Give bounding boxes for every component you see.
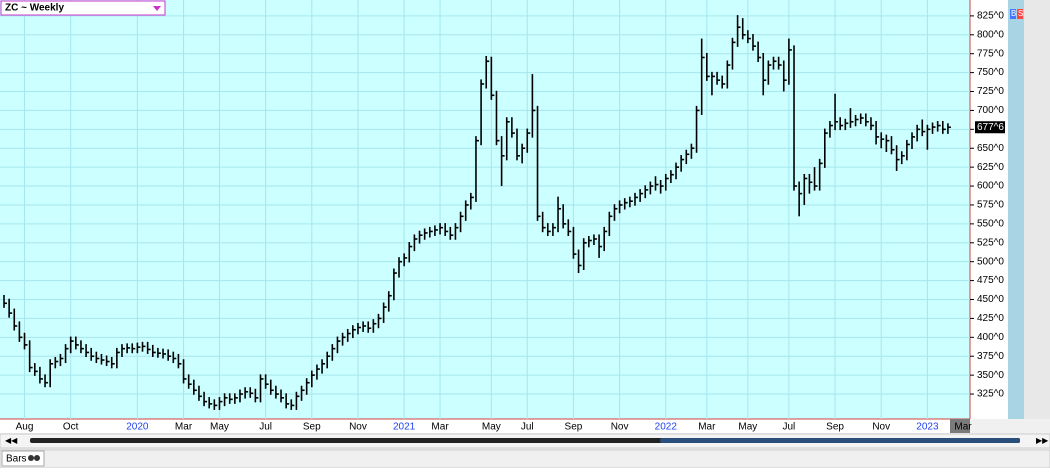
y-tick-label: 600^0 xyxy=(977,181,1004,192)
y-tick-label: 525^0 xyxy=(977,237,1004,248)
x-tick-label: Aug xyxy=(16,422,34,433)
x-tick-label: Sep xyxy=(826,422,844,433)
dropdown-arrow[interactable] xyxy=(153,6,161,11)
x-tick-label: 2022 xyxy=(655,422,678,433)
plot-area xyxy=(0,0,970,419)
last-price-label: 677^6 xyxy=(977,122,1004,133)
x-tick-label: 2021 xyxy=(393,422,416,433)
scroll-thumb[interactable] xyxy=(660,438,1020,443)
status-bar xyxy=(0,449,1050,469)
bars-label: Bars xyxy=(6,454,27,465)
grid xyxy=(0,0,970,419)
x-tick-label: Mar xyxy=(175,422,193,433)
y-tick-label: 475^0 xyxy=(977,275,1004,286)
y-tick-label: 700^0 xyxy=(977,105,1004,116)
y-tick-label: 800^0 xyxy=(977,29,1004,40)
x-edge-label: Mar xyxy=(954,422,972,433)
bars-tab[interactable] xyxy=(1,450,45,467)
price-axis xyxy=(970,0,1008,419)
last-price-box xyxy=(975,121,1005,134)
x-tick-label: May xyxy=(738,422,757,433)
sell-button[interactable] xyxy=(1017,9,1023,19)
y-tick-label: 750^0 xyxy=(977,67,1004,78)
side-panel xyxy=(1024,0,1050,419)
chart-title: ZC ~ Weekly xyxy=(5,3,64,14)
side-strip xyxy=(1008,0,1024,419)
x-tick-label: May xyxy=(482,422,501,433)
y-tick-label: 650^0 xyxy=(977,143,1004,154)
bars xyxy=(3,15,951,410)
scroll-left[interactable]: ◀◀ xyxy=(5,436,18,445)
edge-box xyxy=(950,419,970,433)
y-tick-label: 550^0 xyxy=(977,219,1004,230)
x-tick-label: Oct xyxy=(63,422,79,433)
y-tick-label: 825^0 xyxy=(977,11,1004,22)
x-tick-label: May xyxy=(210,422,229,433)
y-tick-label: 725^0 xyxy=(977,86,1004,97)
tab-icon xyxy=(34,455,40,461)
tab-icon xyxy=(28,455,34,461)
x-tick-label: Jul xyxy=(521,422,534,433)
scroll-right[interactable]: ▶▶ xyxy=(1036,436,1049,445)
x-tick-label: Mar xyxy=(698,422,716,433)
y-tick-label: 575^0 xyxy=(977,200,1004,211)
y-tick-label: 425^0 xyxy=(977,313,1004,324)
y-tick-label: 450^0 xyxy=(977,294,1004,305)
y-tick-label: 775^0 xyxy=(977,48,1004,59)
x-tick-label: Nov xyxy=(872,422,890,433)
x-tick-label: Mar xyxy=(431,422,449,433)
x-tick-label: 2020 xyxy=(126,422,149,433)
x-tick-label: Sep xyxy=(303,422,321,433)
x-axis xyxy=(0,419,970,433)
sell-label: S xyxy=(1018,9,1023,18)
y-tick-label: 400^0 xyxy=(977,332,1004,343)
x-tick-label: Jul xyxy=(259,422,272,433)
y-tick-label: 500^0 xyxy=(977,256,1004,267)
x-tick-label: Jul xyxy=(782,422,795,433)
y-tick-label: 350^0 xyxy=(977,370,1004,381)
buy-button[interactable] xyxy=(1010,9,1016,19)
x-tick-label: Nov xyxy=(611,422,629,433)
buy-label: B xyxy=(1011,9,1016,18)
y-tick-label: 325^0 xyxy=(977,389,1004,400)
y-tick-label: 375^0 xyxy=(977,351,1004,362)
y-tick-label: 625^0 xyxy=(977,162,1004,173)
symbol-box[interactable] xyxy=(0,0,166,16)
x-tick-label: Sep xyxy=(565,422,583,433)
x-tick-label: 2023 xyxy=(916,422,939,433)
x-tick-label: Nov xyxy=(349,422,367,433)
